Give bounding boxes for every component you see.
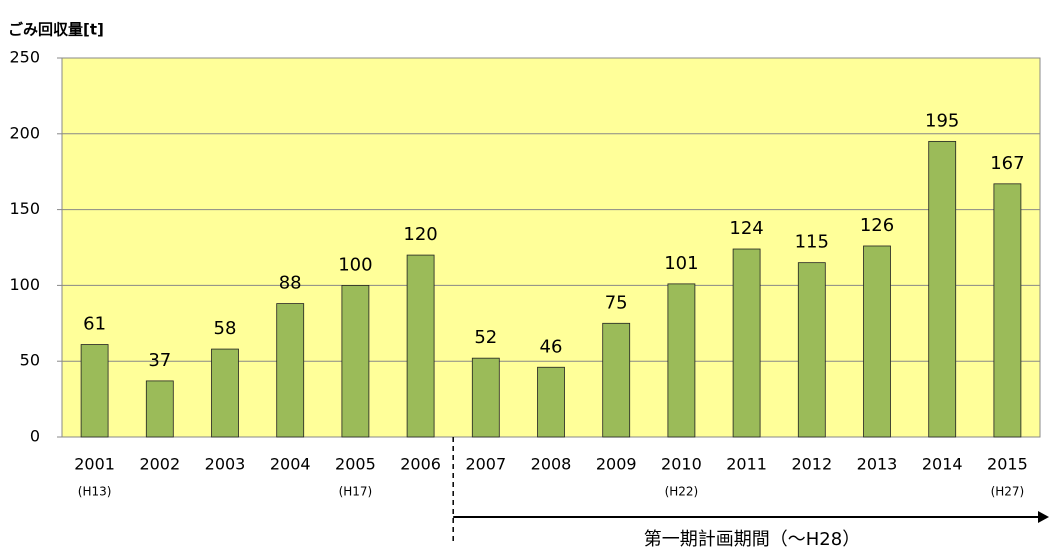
data-label: 46 <box>540 336 563 357</box>
x-tick-label: 2003 <box>205 455 246 474</box>
x-tick-label: 2013 <box>857 455 898 474</box>
data-label: 115 <box>795 232 829 253</box>
bar <box>211 348 239 438</box>
data-label: 61 <box>83 314 106 335</box>
x-tick-label: 2005 <box>335 455 376 474</box>
bar <box>471 357 500 438</box>
y-tick-label: 0 <box>30 427 40 446</box>
y-tick-label: 150 <box>9 199 40 218</box>
x-tick-label: 2014 <box>922 455 963 474</box>
data-label: 58 <box>214 318 237 339</box>
x-tick-sublabel: (H22) <box>665 485 699 499</box>
x-tick-label: 2011 <box>726 455 767 474</box>
y-tick-label: 250 <box>9 48 40 67</box>
bar <box>145 380 174 438</box>
period-label: 第一期計画期間（～H28） <box>644 529 860 550</box>
x-tick-label: 2004 <box>270 455 311 474</box>
data-label: 75 <box>605 292 628 313</box>
x-tick-label: 2010 <box>661 455 702 474</box>
data-label: 126 <box>860 215 894 236</box>
arrow-head <box>1038 511 1049 523</box>
y-tick-label: 50 <box>20 351 40 370</box>
data-label: 37 <box>148 350 171 371</box>
x-tick-label: 2008 <box>531 455 572 474</box>
data-label: 100 <box>338 254 372 275</box>
x-tick-label: 2015 <box>987 455 1028 474</box>
y-axis-title: ごみ回収量[t] <box>8 21 104 39</box>
x-tick-sublabel: (H17) <box>339 485 373 499</box>
bar <box>732 248 761 438</box>
data-label: 88 <box>279 273 302 294</box>
x-tick-label: 2009 <box>596 455 637 474</box>
x-tick-label: 2006 <box>400 455 441 474</box>
x-tick-label: 2007 <box>465 455 506 474</box>
x-tick-label: 2001 <box>74 455 115 474</box>
bar <box>602 322 631 438</box>
bar <box>797 262 826 438</box>
x-tick-label: 2012 <box>791 455 832 474</box>
bar <box>993 183 1022 438</box>
data-label: 167 <box>990 153 1024 174</box>
y-tick-label: 200 <box>9 123 40 142</box>
data-label: 195 <box>925 110 959 131</box>
data-label: 101 <box>664 253 698 274</box>
x-tick-sublabel: (H27) <box>991 485 1025 499</box>
bar <box>406 254 435 438</box>
bar <box>276 303 305 438</box>
data-label: 124 <box>729 218 763 239</box>
bar <box>928 140 957 438</box>
bar <box>863 245 891 438</box>
y-tick-label: 100 <box>9 275 40 294</box>
x-tick-label: 2002 <box>139 455 180 474</box>
data-label: 120 <box>403 224 437 245</box>
bar <box>537 366 565 438</box>
x-tick-sublabel: (H13) <box>78 485 112 499</box>
data-label: 52 <box>474 327 497 348</box>
bar <box>80 344 109 438</box>
bar <box>341 284 370 438</box>
bar <box>667 283 696 438</box>
